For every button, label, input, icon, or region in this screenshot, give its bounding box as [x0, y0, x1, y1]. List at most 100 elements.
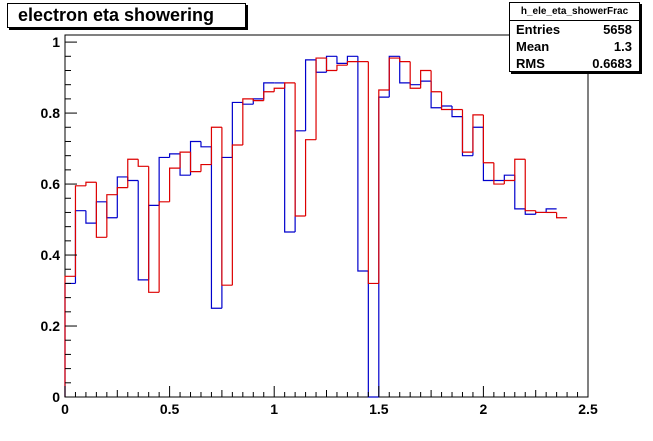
x-tick-label: 1 — [270, 401, 278, 417]
series-2-bin — [514, 158, 526, 181]
series-1-bin — [472, 126, 484, 156]
stats-mean-value: 1.3 — [613, 39, 632, 54]
series-2-bin — [148, 166, 160, 293]
series-1-bin — [503, 174, 515, 181]
series-1-bin — [399, 56, 411, 84]
series-2-bin — [346, 61, 358, 66]
series-1-bin — [482, 127, 494, 182]
histogram-title-box: electron eta showering — [7, 3, 246, 28]
series-1-bin — [284, 82, 296, 233]
series-2-bin — [127, 158, 139, 188]
stats-rms-value: 0.6683 — [592, 56, 632, 71]
series-2-bin — [231, 144, 243, 286]
series-2-bin — [85, 181, 97, 186]
series-2-bin — [273, 87, 285, 92]
stats-row-rms: RMS 0.6683 — [516, 55, 632, 72]
series-2-bin — [315, 57, 327, 140]
series-2-bin — [482, 114, 494, 164]
series-2 — [64, 57, 568, 397]
series-1-bin — [545, 208, 557, 213]
histogram-series-layer — [64, 55, 568, 398]
series-1-bin — [189, 140, 201, 176]
series-1-bin — [336, 56, 348, 64]
series-2-bin — [106, 194, 118, 238]
series-1-bin — [137, 180, 149, 281]
series-2-bin — [200, 163, 212, 172]
stats-row-entries: Entries 5658 — [516, 21, 632, 38]
series-1-bin — [74, 210, 86, 284]
series-2-bin — [210, 126, 222, 165]
x-tick-label: 1.5 — [369, 401, 389, 417]
series-2-bin — [252, 98, 264, 102]
series-1-bin — [451, 105, 463, 118]
series-2-bin — [325, 58, 337, 72]
series-2-bin — [461, 109, 473, 153]
series-2-bin — [221, 127, 233, 286]
plot-frame — [64, 34, 589, 398]
series-2-bin — [388, 57, 400, 91]
stats-mean-label: Mean — [516, 39, 550, 54]
series-1-bin — [116, 176, 128, 218]
series-1-bin — [179, 153, 191, 176]
series-2-bin — [535, 210, 547, 214]
series-2-bin — [367, 61, 379, 285]
stats-row-mean: Mean 1.3 — [516, 38, 632, 55]
series-1-bin — [242, 102, 254, 105]
series-1-bin — [158, 156, 170, 206]
stats-entries-value: 5658 — [603, 22, 632, 37]
series-2-bin — [472, 114, 484, 153]
series-2-bin — [304, 139, 317, 216]
series-1-bin — [367, 271, 379, 398]
series-1-bin — [409, 82, 421, 86]
series-1-bin — [85, 210, 97, 224]
series-2-bin — [158, 201, 170, 293]
y-tick-label: 0.2 — [41, 318, 61, 334]
stats-entries-label: Entries — [516, 22, 561, 37]
series-2-bin — [189, 152, 201, 173]
series-2-bin — [409, 61, 421, 89]
x-tick-label: 2.5 — [578, 401, 598, 417]
series-1-bin — [388, 55, 400, 98]
x-tick-label: 0 — [61, 401, 69, 417]
series-1-bin — [357, 56, 369, 272]
series-1-bin — [524, 208, 536, 215]
series-2-bin — [169, 167, 181, 202]
x-tick-label: 2 — [480, 401, 488, 417]
series-2-bin — [336, 64, 348, 71]
series-1-bin — [231, 101, 243, 158]
series-2-bin — [64, 275, 76, 397]
series-1-bin — [440, 105, 453, 108]
series-2-bin — [242, 98, 254, 146]
series-1-bin — [304, 59, 317, 131]
series-1-bin — [514, 175, 526, 210]
series-2-bin — [420, 69, 432, 89]
series-1-bin — [252, 98, 264, 105]
series-2-bin — [95, 182, 107, 238]
series-2-bin — [503, 179, 515, 185]
stats-box: h_ele_eta_showerFrac Entries 5658 Mean 1… — [509, 2, 640, 72]
series-2-bin — [556, 212, 568, 219]
series-2-bin — [74, 185, 86, 277]
series-1-bin — [294, 130, 306, 232]
series-1-bin — [148, 204, 160, 280]
series-2-bin — [116, 187, 128, 195]
series-1-bin — [378, 96, 390, 397]
series-2-bin — [263, 91, 275, 101]
series-1-bin — [169, 153, 181, 158]
series-1 — [64, 55, 557, 398]
y-tick-label: 0.4 — [41, 247, 61, 263]
histogram-title: electron eta showering — [18, 5, 215, 25]
series-1-bin — [420, 80, 432, 85]
series-2-bin — [440, 91, 453, 111]
series-2-bin — [493, 162, 505, 185]
y-tick-label: 0 — [52, 389, 60, 405]
series-1-bin — [315, 59, 327, 73]
series-1-bin — [430, 81, 442, 109]
series-2-bin — [294, 82, 306, 217]
series-2-bin — [430, 70, 442, 93]
series-2-bin — [284, 82, 296, 89]
y-tick-label: 1 — [52, 34, 60, 50]
series-2-bin — [399, 58, 411, 63]
series-1-bin — [95, 201, 107, 224]
